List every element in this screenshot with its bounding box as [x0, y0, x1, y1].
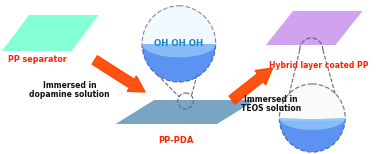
Text: OH OH OH: OH OH OH: [154, 38, 203, 47]
Polygon shape: [2, 15, 99, 51]
Text: Immersed in: Immersed in: [244, 95, 297, 104]
Polygon shape: [142, 44, 215, 82]
Text: Hybrid layer coated PP: Hybrid layer coated PP: [269, 61, 369, 70]
Polygon shape: [142, 6, 215, 44]
Polygon shape: [142, 44, 215, 57]
Text: PP separator: PP separator: [8, 55, 67, 64]
Text: PP-PDA: PP-PDA: [158, 136, 194, 145]
Text: Immersed in: Immersed in: [43, 81, 96, 90]
Text: TEOS solution: TEOS solution: [240, 104, 301, 113]
Polygon shape: [266, 11, 363, 45]
Text: dopamine solution: dopamine solution: [29, 90, 110, 99]
Polygon shape: [279, 118, 345, 130]
Polygon shape: [279, 84, 345, 121]
Polygon shape: [116, 100, 256, 124]
FancyArrow shape: [92, 56, 145, 92]
Polygon shape: [279, 118, 345, 152]
FancyArrow shape: [229, 68, 273, 104]
